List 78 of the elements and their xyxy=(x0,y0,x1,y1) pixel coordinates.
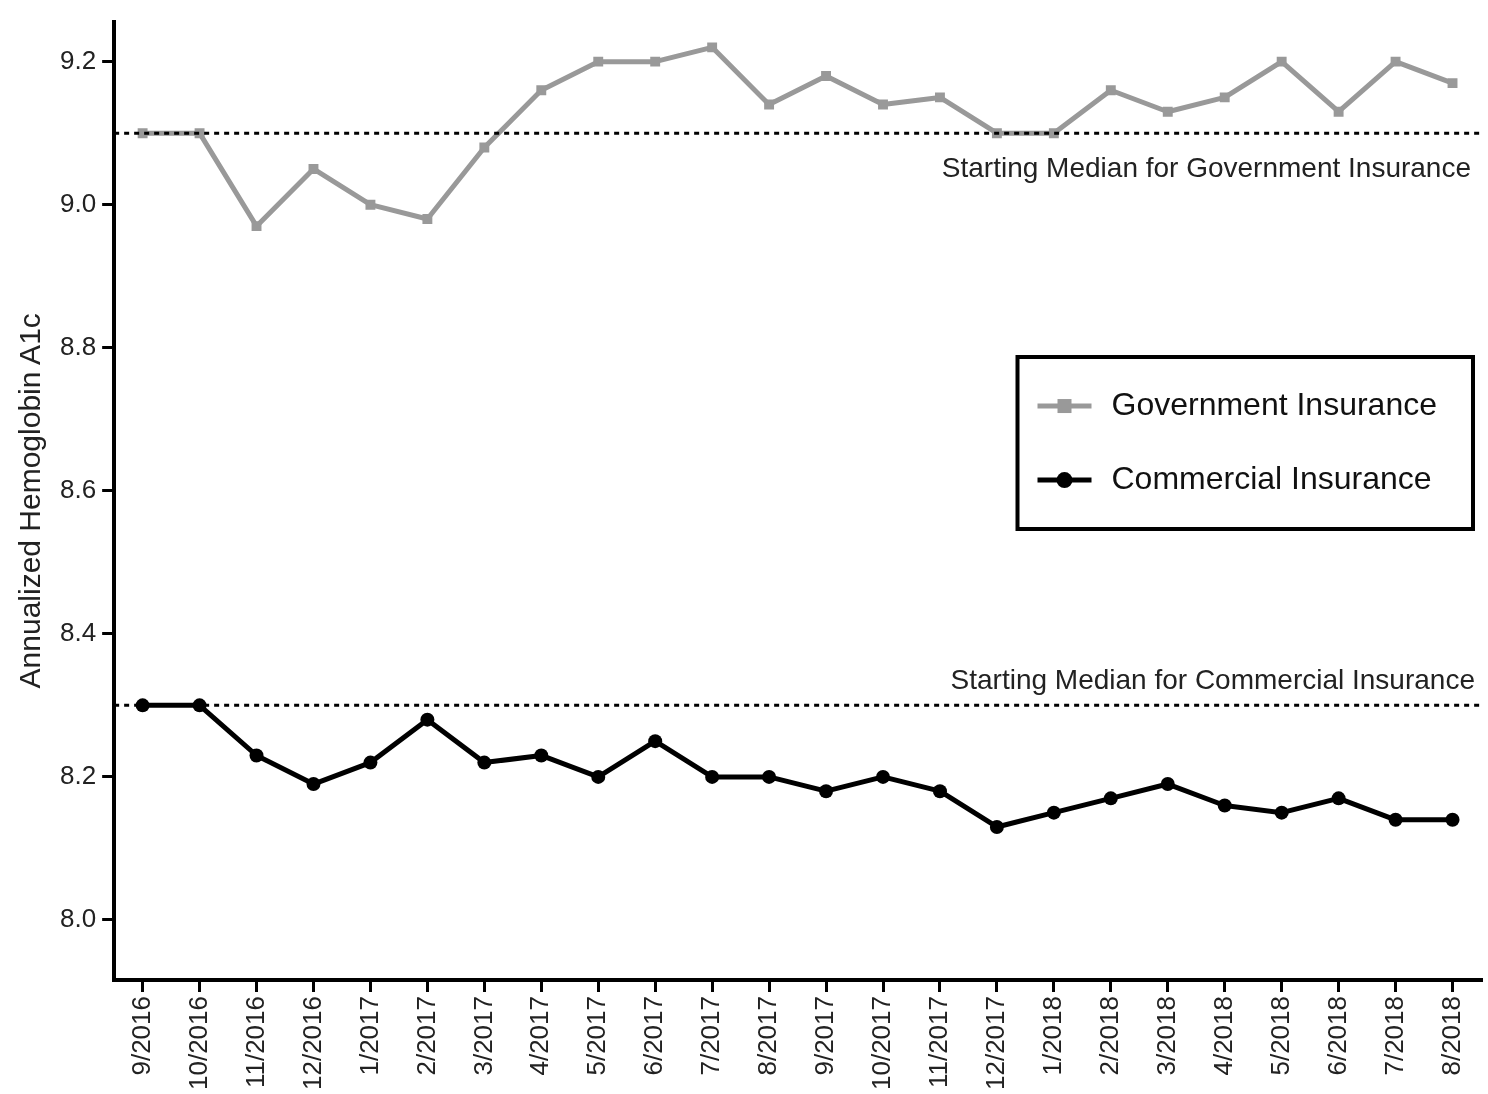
point xyxy=(1217,798,1232,813)
point xyxy=(251,221,262,232)
x-tick-label: 4/2018 xyxy=(1207,996,1238,1076)
point xyxy=(1333,106,1344,117)
point xyxy=(876,769,890,784)
point xyxy=(1046,805,1061,820)
point xyxy=(365,199,376,210)
point xyxy=(932,784,947,799)
point xyxy=(591,769,606,784)
point xyxy=(878,99,888,110)
point xyxy=(593,56,604,67)
point xyxy=(1331,791,1346,806)
point xyxy=(648,734,663,749)
x-tick-label: 2/2017 xyxy=(410,996,441,1076)
point xyxy=(989,819,1004,834)
point xyxy=(1103,791,1118,806)
x-tick-label: 10/2016 xyxy=(182,996,213,1090)
point xyxy=(1447,78,1458,89)
y-tick-label: 8.0 xyxy=(59,903,97,934)
point xyxy=(821,71,831,81)
x-tick-label: 11/2017 xyxy=(923,996,954,1089)
legend-label: Government Insurance xyxy=(1111,385,1437,422)
y-tick-label: 9.0 xyxy=(59,187,97,218)
point xyxy=(1276,56,1287,67)
x-tick-label: 3/2017 xyxy=(467,996,498,1076)
x-tick-label: 3/2018 xyxy=(1150,996,1181,1076)
point xyxy=(306,777,321,792)
point xyxy=(308,163,319,174)
x-tick-label: 6/2018 xyxy=(1321,996,1352,1076)
legend-label: Commercial Insurance xyxy=(1111,459,1432,496)
x-tick-label: 6/2017 xyxy=(638,996,669,1076)
x-tick-label: 9/2017 xyxy=(809,996,840,1076)
point xyxy=(762,769,777,784)
point xyxy=(477,755,492,770)
x-tick-label: 8/2017 xyxy=(752,996,783,1076)
y-tick-label: 8.8 xyxy=(59,330,97,361)
x-tick-label: 1/2018 xyxy=(1037,996,1068,1076)
x-tick-label: 7/2017 xyxy=(695,996,726,1076)
x-tick-label: 9/2016 xyxy=(125,996,156,1076)
point xyxy=(705,769,720,784)
x-tick-label: 5/2017 xyxy=(581,996,612,1076)
x-tick-label: 7/2018 xyxy=(1378,996,1409,1076)
x-tick-label: 4/2017 xyxy=(524,996,555,1076)
point xyxy=(1160,777,1175,792)
point xyxy=(935,92,945,103)
point xyxy=(363,755,378,770)
point xyxy=(479,142,490,153)
y-axis-title: Annualized Hemoglobin A1c xyxy=(13,313,47,689)
point xyxy=(1445,812,1460,827)
point xyxy=(1274,805,1289,820)
point xyxy=(819,784,834,799)
point xyxy=(764,99,775,110)
ref-line-label: Starting Median for Government Insurance xyxy=(941,151,1471,183)
y-tick-label: 9.2 xyxy=(59,44,97,75)
point xyxy=(420,712,435,727)
y-tick-label: 8.4 xyxy=(59,617,97,648)
point xyxy=(1162,106,1173,117)
x-tick-label: 10/2017 xyxy=(866,996,897,1090)
ref-line-label: Starting Median for Commercial Insurance xyxy=(950,664,1475,696)
y-tick-label: 8.6 xyxy=(59,473,97,504)
point xyxy=(534,748,549,763)
x-tick-label: 11/2016 xyxy=(239,996,270,1089)
point xyxy=(536,85,547,96)
x-tick-label: 2/2018 xyxy=(1093,996,1124,1076)
x-tick-label: 12/2016 xyxy=(296,996,327,1090)
x-tick-label: 1/2017 xyxy=(353,996,384,1076)
x-tick-label: 12/2017 xyxy=(980,996,1011,1090)
point xyxy=(1219,92,1230,103)
point xyxy=(1105,85,1116,96)
point xyxy=(650,56,661,67)
point xyxy=(707,42,718,53)
x-tick-label: 8/2018 xyxy=(1435,996,1466,1076)
point xyxy=(1388,812,1403,827)
x-tick-label: 5/2018 xyxy=(1264,996,1295,1076)
point xyxy=(422,214,433,224)
y-tick-label: 8.2 xyxy=(59,760,97,791)
point xyxy=(249,748,264,763)
point xyxy=(1390,56,1401,67)
